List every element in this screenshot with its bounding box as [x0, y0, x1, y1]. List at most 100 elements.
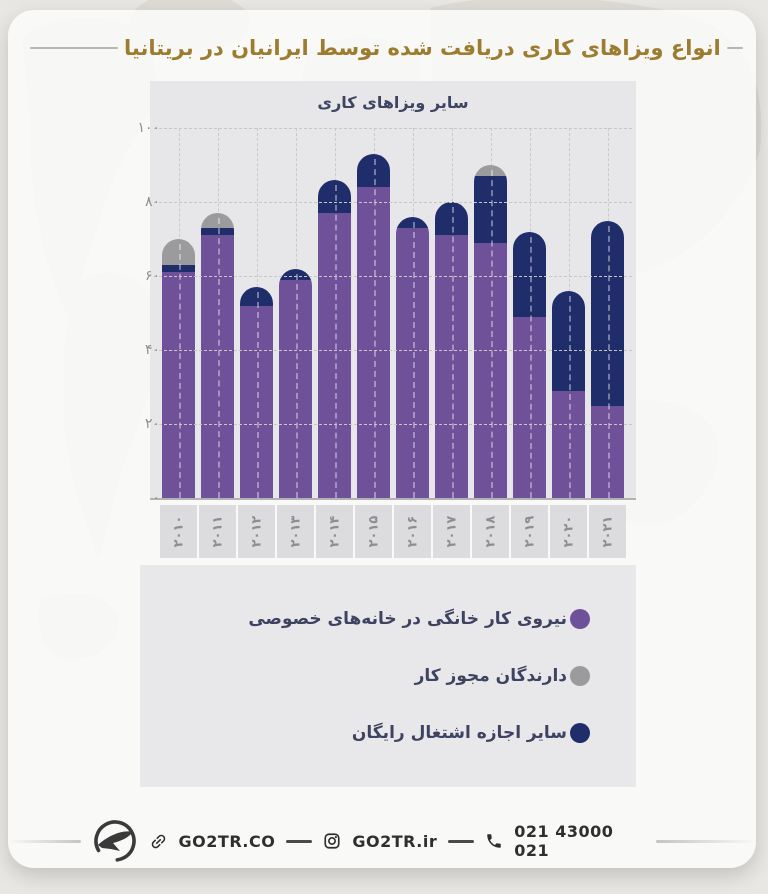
stacked-bar-2021 [591, 220, 624, 498]
bar-segment [279, 268, 312, 280]
y-tick-label: ۲۰ [144, 416, 160, 432]
bar-segment [474, 165, 507, 177]
legend-item-label: نیروی کار خانگی در خانه‌های خصوصی [248, 609, 567, 629]
title-row: انواع ویزاهای کاری دریافت شده توسط ایران… [30, 28, 743, 68]
bar-segment [201, 213, 234, 228]
x-tick-2017: ۲۰۱۷ [433, 505, 470, 558]
phone-icon [485, 832, 503, 850]
y-tick-label: ۶۰ [144, 268, 160, 284]
legend-item: دارندگان مجوز کار [415, 666, 590, 686]
bar-segment [513, 316, 546, 498]
x-tick-2015: ۲۰۱۵ [355, 505, 392, 558]
bar-column-2019 [513, 128, 546, 498]
bar-segment [201, 227, 234, 236]
bar-column-2011 [201, 128, 234, 498]
footer-rule-left [8, 839, 81, 843]
stacked-bar-2020 [552, 290, 585, 498]
legend-item-label: سایر اجازه اشتغال رایگان [351, 723, 567, 743]
x-axis-labels: ۲۰۱۰ ۲۰۱۱ ۲۰۱۲ ۲۰۱۳ ۲۰۱۴ ۲۰۱۵ ۲۰۱۶ ۲۰۱۷ ۲۰۱۸ ۲۰۱۹… [150, 505, 636, 558]
bar-column-2014 [318, 128, 351, 498]
bar-segment [240, 305, 273, 498]
plot-area [150, 128, 636, 498]
gridline-h [154, 128, 632, 129]
infographic-card: انواع ویزاهای کاری دریافت شده توسط ایران… [8, 10, 756, 868]
stacked-bar-2013 [279, 268, 312, 498]
legend-color-dot [570, 723, 590, 743]
stacked-bar-2012 [240, 287, 273, 498]
gridline-h [154, 424, 632, 425]
bar-segment [318, 213, 351, 498]
bar-segment [474, 242, 507, 498]
bar-segment [162, 239, 195, 265]
bar-segment [474, 176, 507, 243]
instagram-icon [323, 832, 341, 850]
chart-panel: سایر ویزاهای کاری [150, 81, 636, 500]
stacked-bar-2015 [357, 153, 390, 498]
x-tick-2014: ۲۰۱۴ [316, 505, 353, 558]
title-rule-left [30, 47, 118, 49]
bar-segment [591, 220, 624, 406]
footer-phone[interactable]: 021 43000 021 [514, 822, 614, 860]
stacked-bar-2019 [513, 231, 546, 498]
bar-column-2020 [552, 128, 585, 498]
bar-segment [396, 227, 429, 498]
bar-column-2012 [240, 128, 273, 498]
stacked-bar-2010 [162, 239, 195, 498]
bar-segment [513, 231, 546, 317]
bar-column-2013 [279, 128, 312, 498]
legend-item: نیروی کار خانگی در خانه‌های خصوصی [248, 609, 590, 629]
gridline-h [154, 350, 632, 351]
bar-segment [435, 235, 468, 498]
stacked-bar-2016 [396, 216, 429, 498]
footer-rule-right [655, 839, 756, 843]
y-tick-label: ۴۰ [144, 342, 160, 358]
x-tick-2021: ۲۰۲۱ [589, 505, 626, 558]
stacked-bar-2017 [435, 202, 468, 498]
x-tick-2020: ۲۰۲۰ [550, 505, 587, 558]
x-tick-2011: ۲۰۱۱ [199, 505, 236, 558]
x-tick-2010: ۲۰۱۰ [160, 505, 197, 558]
page-title: انواع ویزاهای کاری دریافت شده توسط ایران… [124, 36, 721, 60]
legend-item-label: دارندگان مجوز کار [414, 666, 567, 686]
y-tick-label: ۸۰ [144, 194, 160, 210]
x-tick-2018: ۲۰۱۸ [472, 505, 509, 558]
footer-website[interactable]: GO2TR.CO [178, 831, 276, 851]
bar-segment [162, 272, 195, 498]
stacked-bar-2014 [318, 179, 351, 498]
bar-column-2018 [474, 128, 507, 498]
legend-item: سایر اجازه اشتغال رایگان [352, 723, 590, 743]
footer-separator [286, 839, 313, 843]
bar-segment [240, 287, 273, 306]
bar-segment [396, 216, 429, 228]
bar-segment [591, 405, 624, 498]
x-tick-2013: ۲۰۱۳ [277, 505, 314, 558]
footer-instagram[interactable]: GO2TR.ir [352, 831, 438, 851]
legend-panel: نیروی کار خانگی در خانه‌های خصوصی دارندگا… [140, 565, 636, 787]
bar-column-2017 [435, 128, 468, 498]
x-tick-2019: ۲۰۱۹ [511, 505, 548, 558]
title-rule-right [726, 47, 743, 49]
gridline-h [154, 202, 632, 203]
bar-column-2021 [591, 128, 624, 498]
bar-segment [357, 153, 390, 188]
bar-segment [357, 187, 390, 498]
chart-title: سایر ویزاهای کاری [317, 93, 469, 112]
bar-segment [279, 279, 312, 498]
y-tick-label: ۱۰۰ [137, 120, 160, 136]
gridline-h [154, 276, 632, 277]
x-tick-2016: ۲۰۱۶ [394, 505, 431, 558]
x-tick-2012: ۲۰۱۲ [238, 505, 275, 558]
bar-column-2016 [396, 128, 429, 498]
footer-separator [448, 839, 475, 843]
bar-segment [318, 179, 351, 214]
legend-color-dot [570, 666, 590, 686]
bar-column-2015 [357, 128, 390, 498]
stacked-bar-2018 [474, 165, 507, 498]
y-tick-label: ۰ [152, 490, 160, 506]
bar-segment [162, 264, 195, 273]
bar-column-2010 [162, 128, 195, 498]
bars-container [150, 128, 636, 498]
bar-segment [435, 202, 468, 236]
go2tr-logo [92, 818, 138, 864]
